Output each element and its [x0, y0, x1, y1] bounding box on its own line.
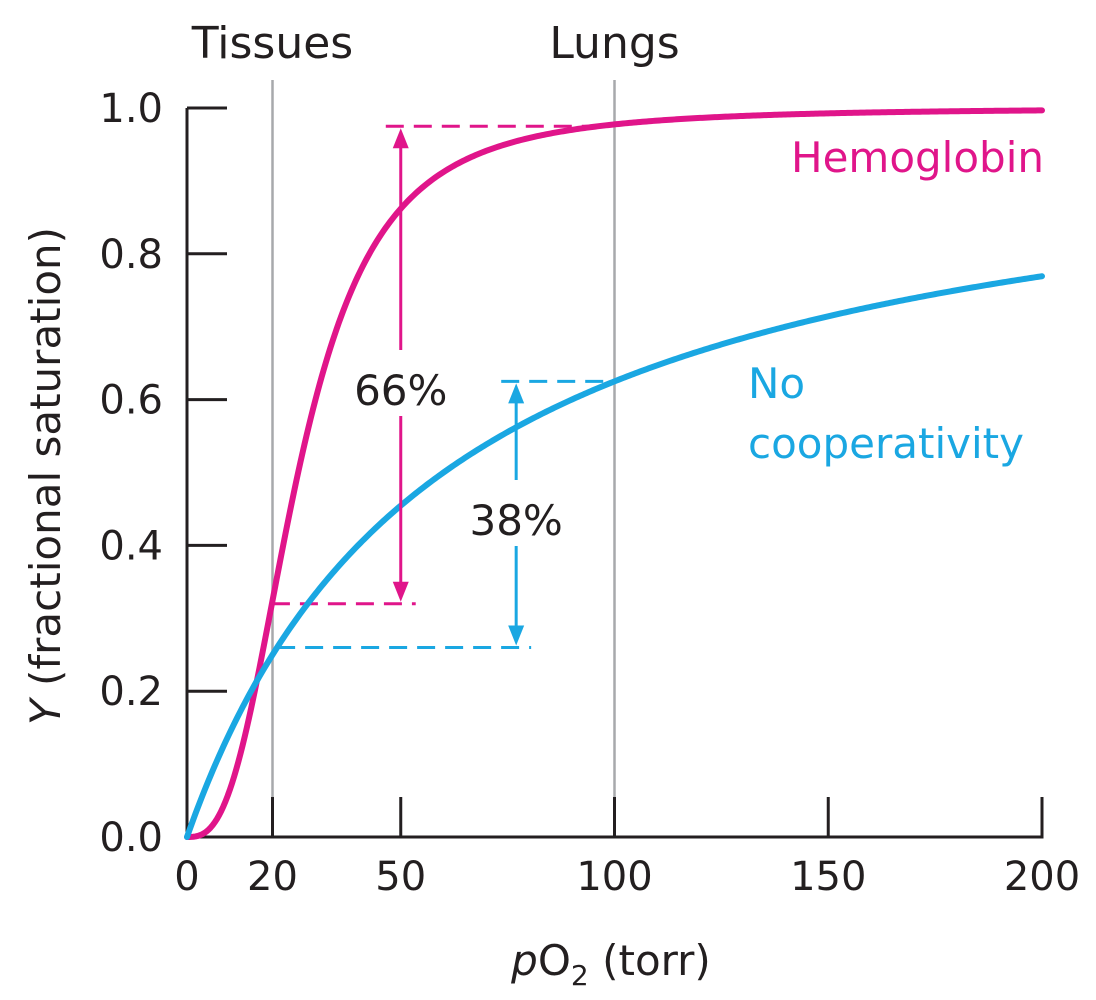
y-tick-label: 0.0 [99, 815, 163, 861]
x-tick-label: 20 [247, 854, 298, 900]
x-axis-title-rest: (torr) [589, 936, 711, 985]
x-axis-title-subscript: 2 [571, 959, 589, 992]
annotation-arrowhead-up [392, 128, 409, 149]
annotation-arrowhead-down [508, 625, 525, 646]
annotation-arrowhead-up [508, 383, 525, 404]
y-tick-label: 0.2 [99, 669, 163, 715]
series-label-no-cooperativity: No [748, 359, 805, 408]
series-line-hemoglobin [184, 107, 1045, 840]
x-tick-label: 200 [1004, 854, 1080, 900]
x-axis-title-main: O [538, 936, 571, 985]
annotation-label-38-pct: 38% [469, 496, 562, 545]
y-axis-title: Y (fractional saturation) [21, 227, 70, 725]
y-tick-label: 0.8 [99, 232, 163, 278]
series-label-hemoglobin: Hemoglobin [791, 133, 1044, 182]
text-layer: Tissues Lungs 0.0 0.2 0.4 0.6 0.8 1.0 0 20 50 100 15… [21, 18, 1080, 992]
annotation-arrowhead-down [392, 581, 409, 602]
reference-label-tissues: Tissues [191, 18, 353, 69]
reference-label-lungs: Lungs [549, 18, 679, 69]
curves-layer [184, 107, 1045, 840]
series-label-no-cooperativity: cooperativity [748, 419, 1024, 468]
annotation-dash-layer [271, 124, 615, 649]
y-tick-label: 0.4 [99, 523, 163, 569]
y-axis-title-italic: Y [21, 696, 70, 725]
y-tick-label: 0.6 [99, 378, 163, 424]
y-axis-title-rest: (fractional saturation) [21, 227, 70, 699]
x-tick-label: 150 [790, 854, 866, 900]
x-axis-title: pO2 (torr) [510, 936, 711, 992]
x-tick-label: 100 [576, 854, 652, 900]
reference-lines-layer [271, 80, 616, 837]
x-axis-title-italic: p [510, 936, 538, 985]
series-line-no-cooperativity [184, 273, 1045, 840]
y-tick-label: 1.0 [99, 86, 163, 132]
x-tick-label: 50 [375, 854, 426, 900]
annotation-arrow-layer [392, 128, 525, 646]
x-tick-label: 0 [174, 854, 199, 900]
annotation-label-66-pct: 66% [354, 366, 447, 415]
axes-layer [185, 106, 1044, 839]
